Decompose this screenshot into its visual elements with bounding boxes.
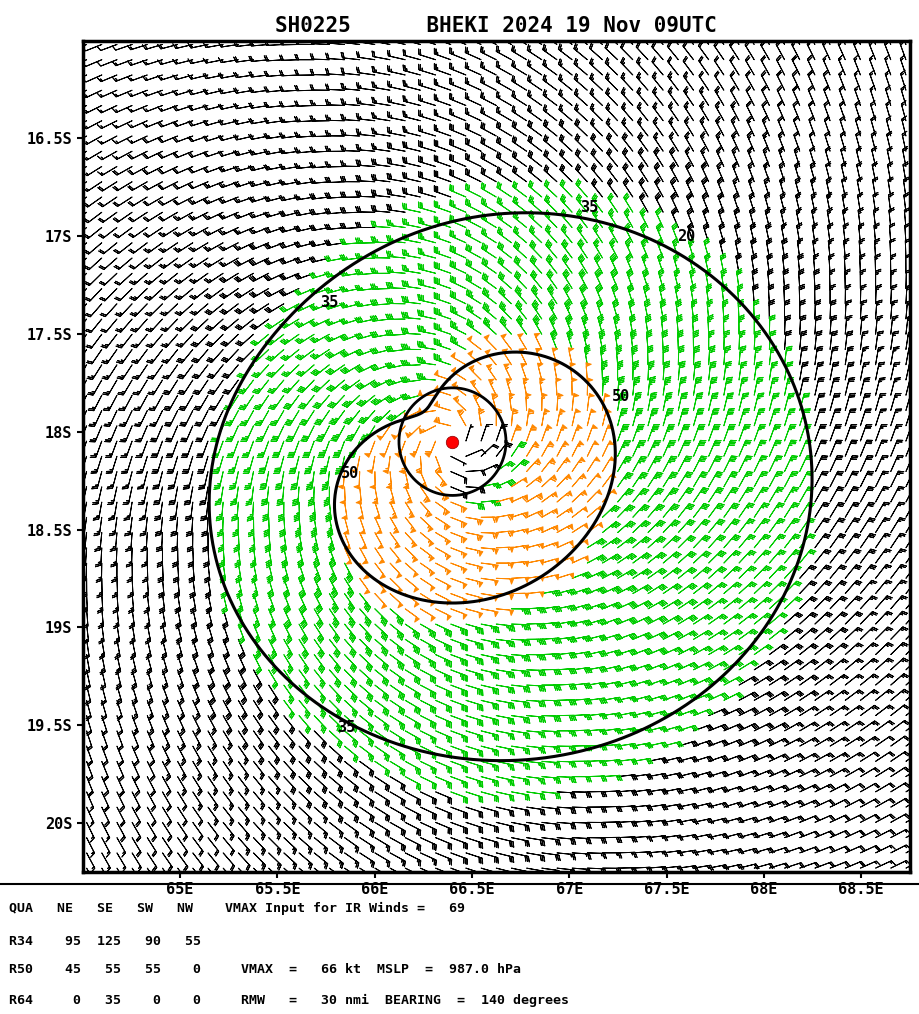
- Text: 35: 35: [580, 201, 598, 216]
- Text: 35: 35: [321, 295, 338, 309]
- Text: R34    95  125   90   55: R34 95 125 90 55: [9, 935, 201, 948]
- Text: QUA   NE   SE   SW   NW    VMAX Input for IR Winds =   69: QUA NE SE SW NW VMAX Input for IR Winds …: [9, 901, 465, 915]
- Text: 35: 35: [337, 720, 356, 735]
- Text: 50: 50: [341, 465, 359, 481]
- Text: 20: 20: [677, 229, 695, 244]
- Title: SH0225      BHEKI 2024 19 Nov 09UTC: SH0225 BHEKI 2024 19 Nov 09UTC: [276, 16, 717, 37]
- Text: R50    45   55   55    0     VMAX  =   66 kt  MSLP  =  987.0 hPa: R50 45 55 55 0 VMAX = 66 kt MSLP = 987.0…: [9, 963, 521, 976]
- Text: 50: 50: [611, 389, 630, 405]
- Text: R64     0   35    0    0     RMW   =   30 nmi  BEARING  =  140 degrees: R64 0 35 0 0 RMW = 30 nmi BEARING = 140 …: [9, 994, 569, 1007]
